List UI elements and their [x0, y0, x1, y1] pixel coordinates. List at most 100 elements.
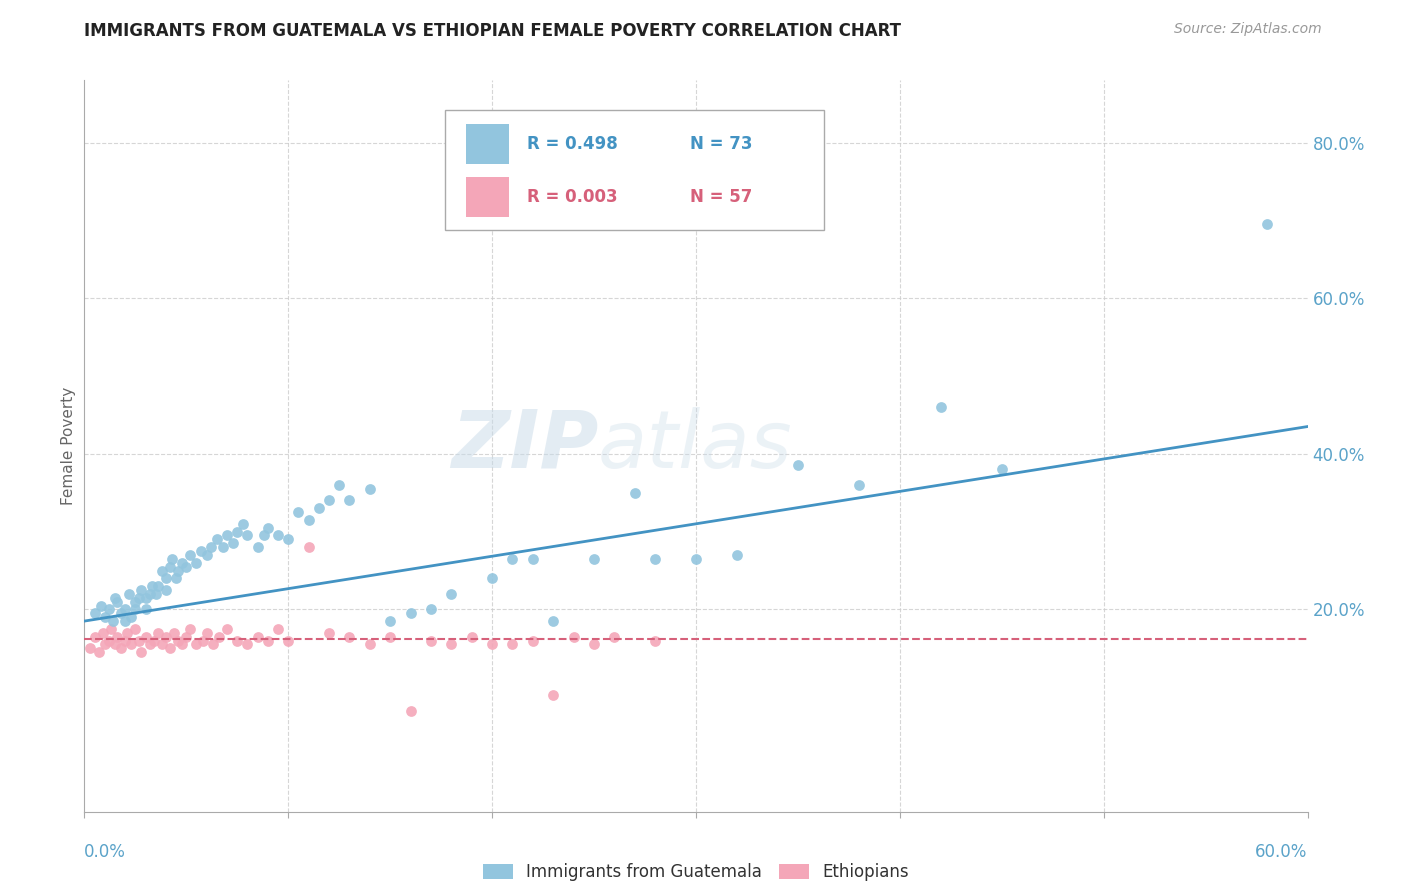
Point: [165, 571, 187, 585]
Point: [226, 633, 249, 648]
Point: [522, 633, 544, 648]
Point: [97, 602, 120, 616]
Point: [217, 622, 239, 636]
Text: 60.0%: 60.0%: [1256, 843, 1308, 861]
Point: [138, 637, 160, 651]
Point: [155, 582, 177, 597]
Point: [787, 458, 810, 473]
Point: [1256, 217, 1278, 231]
Point: [685, 551, 707, 566]
Point: [257, 521, 280, 535]
Text: R = 0.003: R = 0.003: [527, 188, 617, 206]
Point: [110, 641, 132, 656]
Point: [481, 571, 503, 585]
Point: [172, 556, 194, 570]
Point: [115, 625, 138, 640]
Point: [725, 548, 748, 562]
Point: [174, 559, 197, 574]
Point: [105, 594, 128, 608]
Point: [135, 630, 157, 644]
Point: [226, 524, 249, 539]
Point: [298, 540, 321, 554]
Point: [146, 625, 169, 640]
Point: [929, 400, 952, 414]
Point: [543, 688, 565, 702]
Point: [91, 625, 114, 640]
Point: [208, 630, 231, 644]
Point: [461, 630, 484, 644]
Point: [160, 551, 183, 566]
Point: [159, 641, 181, 656]
Point: [212, 540, 235, 554]
Point: [501, 551, 523, 566]
Point: [359, 482, 381, 496]
Legend: Immigrants from Guatemala, Ethiopians: Immigrants from Guatemala, Ethiopians: [477, 856, 915, 888]
Point: [114, 602, 136, 616]
Text: N = 57: N = 57: [690, 188, 752, 206]
Point: [582, 551, 605, 566]
Point: [138, 587, 160, 601]
Point: [150, 637, 173, 651]
Point: [562, 630, 585, 644]
Point: [246, 540, 269, 554]
Text: Source: ZipAtlas.com: Source: ZipAtlas.com: [1174, 22, 1322, 37]
Point: [131, 582, 153, 597]
Point: [644, 551, 666, 566]
Point: [195, 548, 218, 562]
Point: [150, 564, 173, 578]
Point: [501, 637, 523, 651]
Point: [298, 513, 321, 527]
Point: [186, 556, 208, 570]
Y-axis label: Female Poverty: Female Poverty: [60, 387, 76, 505]
Point: [104, 637, 127, 651]
Point: [380, 630, 402, 644]
Point: [236, 637, 259, 651]
Point: [440, 587, 463, 601]
Point: [522, 551, 544, 566]
Point: [201, 637, 224, 651]
Point: [155, 571, 177, 585]
Point: [120, 637, 142, 651]
Text: N = 73: N = 73: [690, 135, 752, 153]
Point: [991, 462, 1014, 476]
Point: [277, 533, 299, 547]
Point: [420, 602, 443, 616]
Point: [167, 564, 190, 578]
Point: [848, 478, 870, 492]
Point: [124, 594, 146, 608]
Point: [83, 630, 105, 644]
Point: [135, 602, 157, 616]
Point: [124, 602, 146, 616]
Point: [114, 633, 136, 648]
Text: IMMIGRANTS FROM GUATEMALA VS ETHIOPIAN FEMALE POVERTY CORRELATION CHART: IMMIGRANTS FROM GUATEMALA VS ETHIOPIAN F…: [84, 22, 901, 40]
Point: [172, 637, 194, 651]
Point: [142, 633, 165, 648]
Point: [191, 633, 214, 648]
Point: [128, 633, 150, 648]
Point: [131, 645, 153, 659]
Point: [222, 536, 245, 550]
Point: [79, 641, 101, 656]
Point: [644, 633, 666, 648]
Point: [481, 637, 503, 651]
Point: [195, 625, 218, 640]
Point: [179, 622, 201, 636]
Point: [359, 637, 381, 651]
Point: [114, 614, 136, 628]
FancyBboxPatch shape: [446, 110, 824, 230]
Point: [186, 637, 208, 651]
Point: [603, 630, 626, 644]
Point: [205, 533, 228, 547]
Point: [118, 587, 141, 601]
Point: [163, 625, 186, 640]
Point: [582, 637, 605, 651]
FancyBboxPatch shape: [465, 124, 509, 164]
Point: [104, 591, 127, 605]
Point: [101, 614, 124, 628]
Point: [124, 622, 146, 636]
Point: [318, 493, 340, 508]
Point: [128, 591, 150, 605]
Point: [328, 478, 350, 492]
FancyBboxPatch shape: [465, 178, 509, 218]
Point: [257, 633, 280, 648]
